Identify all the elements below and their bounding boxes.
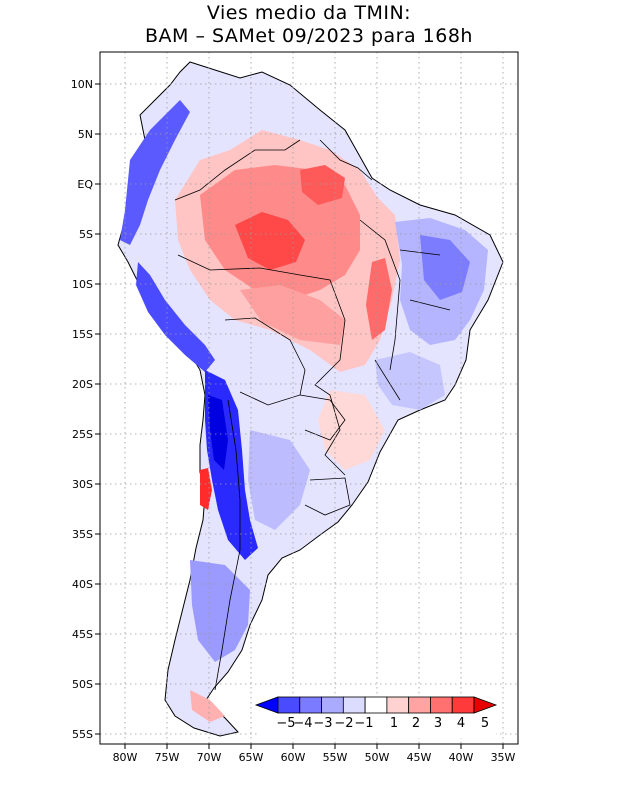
colorbar-cell <box>430 696 453 714</box>
border-andes <box>174 139 301 201</box>
colorbar-arrow-high <box>473 696 498 714</box>
colorbar-cell <box>386 696 410 714</box>
colorbar-label: −5 <box>276 716 295 731</box>
title-line-1: Vies medio da TMIN: <box>206 2 412 24</box>
plot-frame <box>99 51 519 745</box>
colorbar-label: 2 <box>412 716 420 731</box>
lat-tick-label: 20S <box>72 378 93 391</box>
lon-tick-label: 35W <box>491 751 516 764</box>
lat-tick-label: 35S <box>72 528 93 541</box>
colorbar-labels: −5 −4 −3 −2 −1 1 2 3 4 5 <box>276 716 489 731</box>
cold-region-argentina-interior <box>248 430 310 530</box>
colorbar-label: 3 <box>434 716 442 731</box>
colorbar-cell <box>342 696 366 714</box>
lat-tick-label: 50S <box>72 678 93 691</box>
colorbar-cell <box>299 696 322 714</box>
lat-tick-label: EQ <box>77 178 93 191</box>
warm-tip-tierra-del-fuego <box>190 690 225 722</box>
lon-tick-label: 65W <box>239 751 264 764</box>
colorbar: −5 −4 −3 −2 −1 1 2 3 4 5 <box>254 696 498 738</box>
lat-tick-label: 10S <box>72 278 93 291</box>
lon-axis-labels: 80W 75W 70W 65W 60W 55W 50W 45W 40W 35W <box>113 751 516 764</box>
cold-region-patagonia <box>190 560 250 662</box>
warm-peak-amazon <box>235 212 305 270</box>
lon-tick-label: 70W <box>197 751 222 764</box>
colorbar-label: −3 <box>313 716 332 731</box>
colorbar-label: 5 <box>481 716 489 731</box>
lon-tick-label: 55W <box>323 751 348 764</box>
lat-tick-label: 10N <box>71 78 93 91</box>
colorbar-label: 1 <box>390 716 398 731</box>
colorbar-cell <box>364 696 388 714</box>
lat-axis-labels: 10N 5N EQ 5S 10S 15S 20S 25S 30S 35S 40S… <box>71 78 94 741</box>
lat-tick-label: 15S <box>72 328 93 341</box>
axis-tick-marks <box>95 83 504 749</box>
border-paraguay <box>299 394 346 441</box>
cold-core-northeast <box>420 235 470 300</box>
border-brazil-states <box>359 219 451 401</box>
lon-tick-label: 60W <box>281 751 306 764</box>
cold-core-chile <box>208 395 228 470</box>
lat-tick-label: 5N <box>78 128 93 141</box>
colorbar-label: −2 <box>334 716 353 731</box>
lat-lon-grid <box>100 52 518 744</box>
colorbar-label: 4 <box>457 716 465 731</box>
lon-tick-label: 40W <box>449 751 474 764</box>
colorbar-label: −1 <box>354 716 373 731</box>
lon-tick-label: 45W <box>407 751 432 764</box>
lat-tick-label: 25S <box>72 428 93 441</box>
cold-region-southeast <box>375 352 445 410</box>
lon-tick-label: 80W <box>113 751 138 764</box>
lat-tick-label: 5S <box>79 228 93 241</box>
lat-tick-label: 55S <box>72 728 93 741</box>
border-guianas <box>319 139 373 181</box>
warm-region-south-brazil <box>318 390 385 470</box>
country-borders <box>174 139 451 691</box>
colorbar-cell <box>277 696 301 714</box>
colorbar-cells <box>277 696 475 714</box>
colorbar-cell <box>321 696 344 714</box>
border-brazil-west <box>177 254 346 476</box>
colorbar-cell <box>408 696 431 714</box>
warm-band-goias <box>366 258 392 340</box>
lon-tick-label: 50W <box>365 751 390 764</box>
cold-band-northern-andes <box>120 100 190 245</box>
colorbar-cell <box>451 696 475 714</box>
lat-tick-label: 30S <box>72 478 93 491</box>
lon-tick-label: 75W <box>155 751 180 764</box>
lat-tick-label: 40S <box>72 578 93 591</box>
colorbar-label: −4 <box>293 716 312 731</box>
warm-region-mato-grosso <box>240 285 345 345</box>
border-chile-argentina <box>214 399 241 691</box>
border-bolivia <box>224 317 306 406</box>
border-uruguay <box>304 477 351 516</box>
title-line-2: BAM – SAMet 09/2023 para 168h <box>145 25 473 47</box>
lat-tick-label: 45S <box>72 628 93 641</box>
warm-peak-north <box>300 165 345 205</box>
cold-band-peru <box>136 262 215 372</box>
